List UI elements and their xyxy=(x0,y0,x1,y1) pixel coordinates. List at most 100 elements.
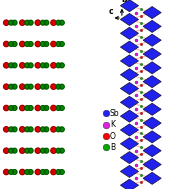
Circle shape xyxy=(25,84,29,89)
Circle shape xyxy=(35,84,40,89)
Polygon shape xyxy=(120,27,139,39)
Circle shape xyxy=(12,127,17,132)
Circle shape xyxy=(28,106,33,110)
Circle shape xyxy=(44,170,49,174)
Polygon shape xyxy=(143,145,161,157)
Circle shape xyxy=(9,148,14,153)
Circle shape xyxy=(44,127,49,132)
Polygon shape xyxy=(143,7,161,19)
Polygon shape xyxy=(120,55,139,67)
Text: c: c xyxy=(108,7,113,16)
Circle shape xyxy=(40,127,45,132)
Circle shape xyxy=(28,170,33,174)
Circle shape xyxy=(28,20,33,25)
Circle shape xyxy=(12,20,17,25)
Circle shape xyxy=(51,63,56,68)
Circle shape xyxy=(35,20,40,25)
Polygon shape xyxy=(120,82,139,94)
Circle shape xyxy=(59,106,64,110)
Circle shape xyxy=(9,84,14,89)
Polygon shape xyxy=(143,117,161,129)
Circle shape xyxy=(9,127,14,132)
Polygon shape xyxy=(143,131,161,143)
Circle shape xyxy=(35,63,40,68)
Polygon shape xyxy=(120,138,139,150)
Circle shape xyxy=(4,148,9,153)
Circle shape xyxy=(20,20,25,25)
Circle shape xyxy=(28,63,33,68)
Circle shape xyxy=(40,42,45,46)
Circle shape xyxy=(59,42,64,46)
Circle shape xyxy=(56,127,61,132)
Circle shape xyxy=(4,127,9,132)
Circle shape xyxy=(25,42,29,46)
Circle shape xyxy=(12,42,17,46)
Circle shape xyxy=(40,170,45,174)
Polygon shape xyxy=(120,69,139,81)
Circle shape xyxy=(51,20,56,25)
Circle shape xyxy=(4,41,9,47)
Circle shape xyxy=(44,63,49,68)
Circle shape xyxy=(35,169,40,175)
Circle shape xyxy=(59,127,64,132)
Circle shape xyxy=(4,105,9,111)
Text: b: b xyxy=(121,0,127,4)
Circle shape xyxy=(20,63,25,68)
Circle shape xyxy=(25,170,29,174)
Circle shape xyxy=(51,127,56,132)
Circle shape xyxy=(20,105,25,111)
Polygon shape xyxy=(120,110,139,122)
Circle shape xyxy=(51,84,56,89)
Polygon shape xyxy=(143,103,161,115)
Circle shape xyxy=(44,20,49,25)
Circle shape xyxy=(12,63,17,68)
Circle shape xyxy=(4,63,9,68)
Circle shape xyxy=(9,20,14,25)
Circle shape xyxy=(25,106,29,110)
Circle shape xyxy=(44,106,49,110)
Circle shape xyxy=(56,20,61,25)
Circle shape xyxy=(4,20,9,25)
Circle shape xyxy=(12,84,17,89)
Polygon shape xyxy=(120,124,139,136)
Circle shape xyxy=(59,84,64,89)
Circle shape xyxy=(51,148,56,153)
Circle shape xyxy=(56,170,61,174)
Circle shape xyxy=(51,105,56,111)
Polygon shape xyxy=(120,165,139,177)
Circle shape xyxy=(28,148,33,153)
Polygon shape xyxy=(120,152,139,164)
Circle shape xyxy=(40,63,45,68)
Polygon shape xyxy=(120,13,139,26)
Circle shape xyxy=(9,63,14,68)
Circle shape xyxy=(59,63,64,68)
Circle shape xyxy=(25,148,29,153)
Circle shape xyxy=(9,42,14,46)
Circle shape xyxy=(59,20,64,25)
Text: Sb: Sb xyxy=(110,109,120,118)
Circle shape xyxy=(28,42,33,46)
Circle shape xyxy=(51,169,56,175)
Circle shape xyxy=(59,148,64,153)
Circle shape xyxy=(20,127,25,132)
Circle shape xyxy=(56,42,61,46)
Text: B: B xyxy=(110,143,115,152)
Polygon shape xyxy=(120,179,139,189)
Circle shape xyxy=(56,106,61,110)
Circle shape xyxy=(9,170,14,174)
Circle shape xyxy=(4,169,9,175)
Polygon shape xyxy=(143,158,161,170)
Polygon shape xyxy=(120,41,139,53)
Circle shape xyxy=(40,148,45,153)
Circle shape xyxy=(9,106,14,110)
Circle shape xyxy=(35,41,40,47)
Circle shape xyxy=(40,20,45,25)
Circle shape xyxy=(35,127,40,132)
Circle shape xyxy=(56,84,61,89)
Circle shape xyxy=(59,170,64,174)
Circle shape xyxy=(12,106,17,110)
Circle shape xyxy=(56,63,61,68)
Circle shape xyxy=(12,170,17,174)
Circle shape xyxy=(51,41,56,47)
Circle shape xyxy=(20,84,25,89)
